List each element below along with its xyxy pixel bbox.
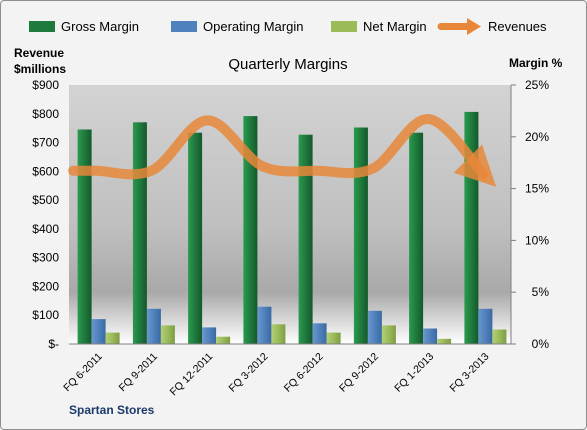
- x-tick-label: FQ 1-2013: [392, 351, 436, 395]
- operating-margin-bar: [312, 323, 327, 344]
- gross-margin-bar: [298, 134, 313, 344]
- operating-margin-bar: [91, 319, 106, 344]
- legend-label-revenues: Revenues: [488, 19, 547, 34]
- x-tick-label: FQ 3-2013: [448, 351, 492, 395]
- legend-swatch-operating-margin: [171, 21, 197, 32]
- legend-label-net-margin: Net Margin: [363, 19, 427, 34]
- chart-title: Quarterly Margins: [228, 56, 347, 73]
- gross-margin-bar: [243, 116, 258, 344]
- legend-arrowhead-revenues: [467, 18, 481, 35]
- gross-margin-bar: [188, 132, 203, 344]
- y-left-tick-label: $400: [32, 222, 59, 236]
- y-right-tick-label: 25%: [525, 78, 549, 92]
- gross-margin-bar: [353, 127, 368, 344]
- net-margin-bar: [160, 325, 175, 344]
- revenues-line: [68, 114, 497, 187]
- gross-margin-bar: [77, 129, 92, 344]
- x-tick-label: FQ 12-2011: [168, 351, 216, 399]
- y-left-tick-label: $100: [32, 308, 59, 322]
- operating-margin-bar: [478, 308, 493, 344]
- y-left-tick-label: $300: [32, 251, 59, 265]
- net-margin-bar: [381, 325, 396, 344]
- net-margin-bar: [437, 338, 452, 344]
- x-tick-label: FQ 6-2011: [61, 351, 105, 395]
- y-left-tick-label: $500: [32, 193, 59, 207]
- y-left-tick-label: $700: [32, 136, 59, 150]
- y-right-tick-label: 5%: [532, 285, 550, 299]
- y-right-tick-label: 15%: [525, 182, 549, 196]
- legend-label-operating-margin: Operating Margin: [203, 19, 303, 34]
- x-tick-label: FQ 6-2012: [282, 351, 326, 395]
- y-right-axis-label: Margin %: [509, 56, 563, 70]
- y-left-tick-label: $900: [32, 78, 59, 92]
- gross-margin-bar: [409, 132, 424, 344]
- operating-margin-bar: [202, 327, 217, 344]
- net-margin-bar: [216, 336, 231, 344]
- operating-margin-bar: [257, 306, 272, 344]
- y-right-tick-label: 0%: [532, 337, 550, 351]
- net-margin-bar: [326, 332, 341, 344]
- x-tick-label: FQ 9-2011: [117, 351, 161, 395]
- y-left-axis-label-line1: Revenue: [14, 46, 64, 60]
- x-axis: FQ 6-2011 FQ 9-2011 FQ 12-2011 FQ 3-2012 FQ …: [61, 343, 511, 399]
- legend-label-gross-margin: Gross Margin: [61, 19, 139, 34]
- y-right-tick-label: 10%: [525, 233, 549, 247]
- y-left-axis: $- $100 $200 $300 $400 $500 $600 $700 $800 $900: [32, 78, 59, 351]
- operating-margin-bar: [367, 310, 382, 344]
- net-margin-bar: [105, 332, 120, 344]
- legend-swatch-net-margin: [331, 21, 357, 32]
- net-margin-bar: [492, 329, 507, 344]
- net-margin-bar: [271, 324, 286, 344]
- x-tick-label: FQ 9-2012: [337, 351, 381, 395]
- source-label: Spartan Stores: [69, 403, 155, 417]
- y-left-tick-label: $-: [48, 337, 59, 351]
- gross-margin-bar: [132, 122, 147, 344]
- y-left-axis-label-line2: $millions: [14, 62, 66, 76]
- y-right-axis: 0% 5% 10% 15% 20% 25%: [510, 78, 550, 351]
- y-left-tick-label: $800: [32, 107, 59, 121]
- y-left-tick-label: $200: [32, 279, 59, 293]
- legend: Gross Margin Operating Margin Net Margin Re…: [29, 18, 547, 35]
- y-right-tick-label: 20%: [525, 130, 549, 144]
- operating-margin-bar: [146, 308, 161, 344]
- operating-margin-bar: [423, 328, 438, 344]
- y-left-tick-label: $600: [32, 164, 59, 178]
- legend-swatch-gross-margin: [29, 21, 55, 32]
- x-tick-label: FQ 3-2012: [227, 351, 271, 395]
